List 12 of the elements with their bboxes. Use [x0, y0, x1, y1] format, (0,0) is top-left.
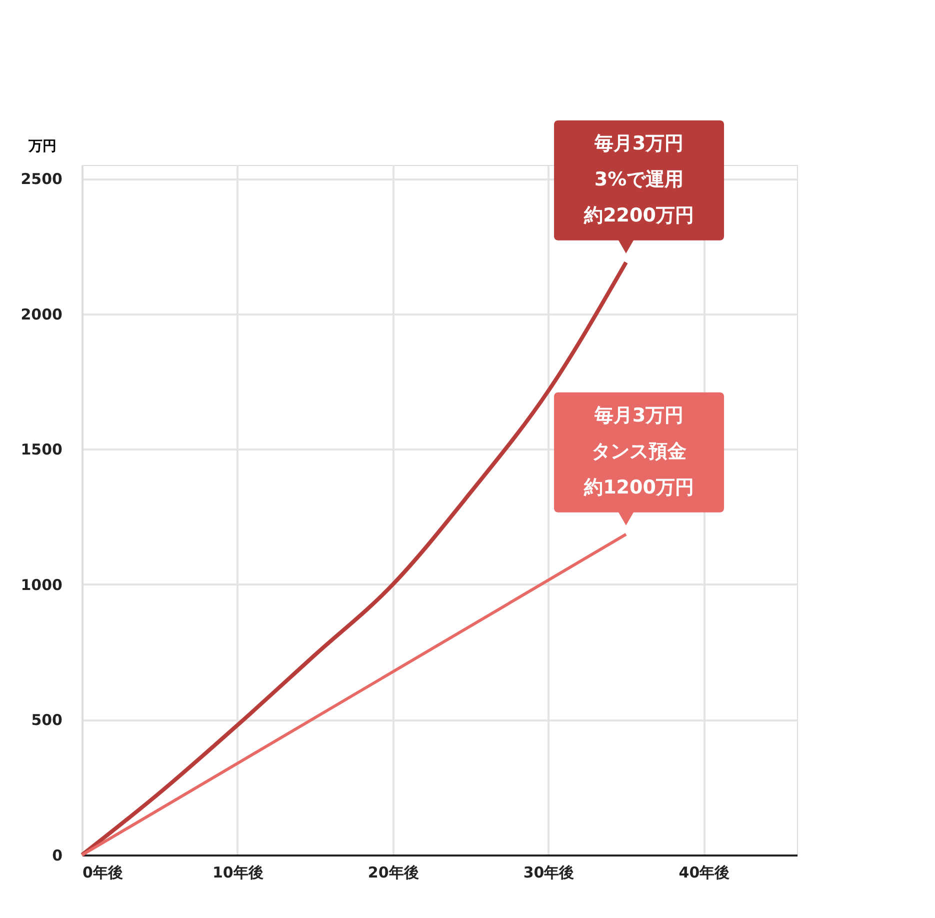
x-tick-label: 30年後 — [523, 864, 574, 882]
x-tick-label: 0年後 — [82, 864, 123, 882]
x-tick-label: 40年後 — [678, 864, 730, 882]
y-tick-label: 1000 — [20, 576, 62, 594]
x-tick-label: 20年後 — [368, 864, 419, 882]
y-axis-title: 万円 — [28, 138, 56, 154]
x-tick-label: 10年後 — [212, 864, 264, 882]
y-tick-label: 2500 — [20, 170, 62, 188]
y-tick-label: 1500 — [20, 440, 62, 459]
y-tick-label: 0 — [52, 846, 62, 864]
y-tick-label: 2000 — [20, 305, 62, 324]
y-tick-label: 500 — [31, 711, 62, 730]
